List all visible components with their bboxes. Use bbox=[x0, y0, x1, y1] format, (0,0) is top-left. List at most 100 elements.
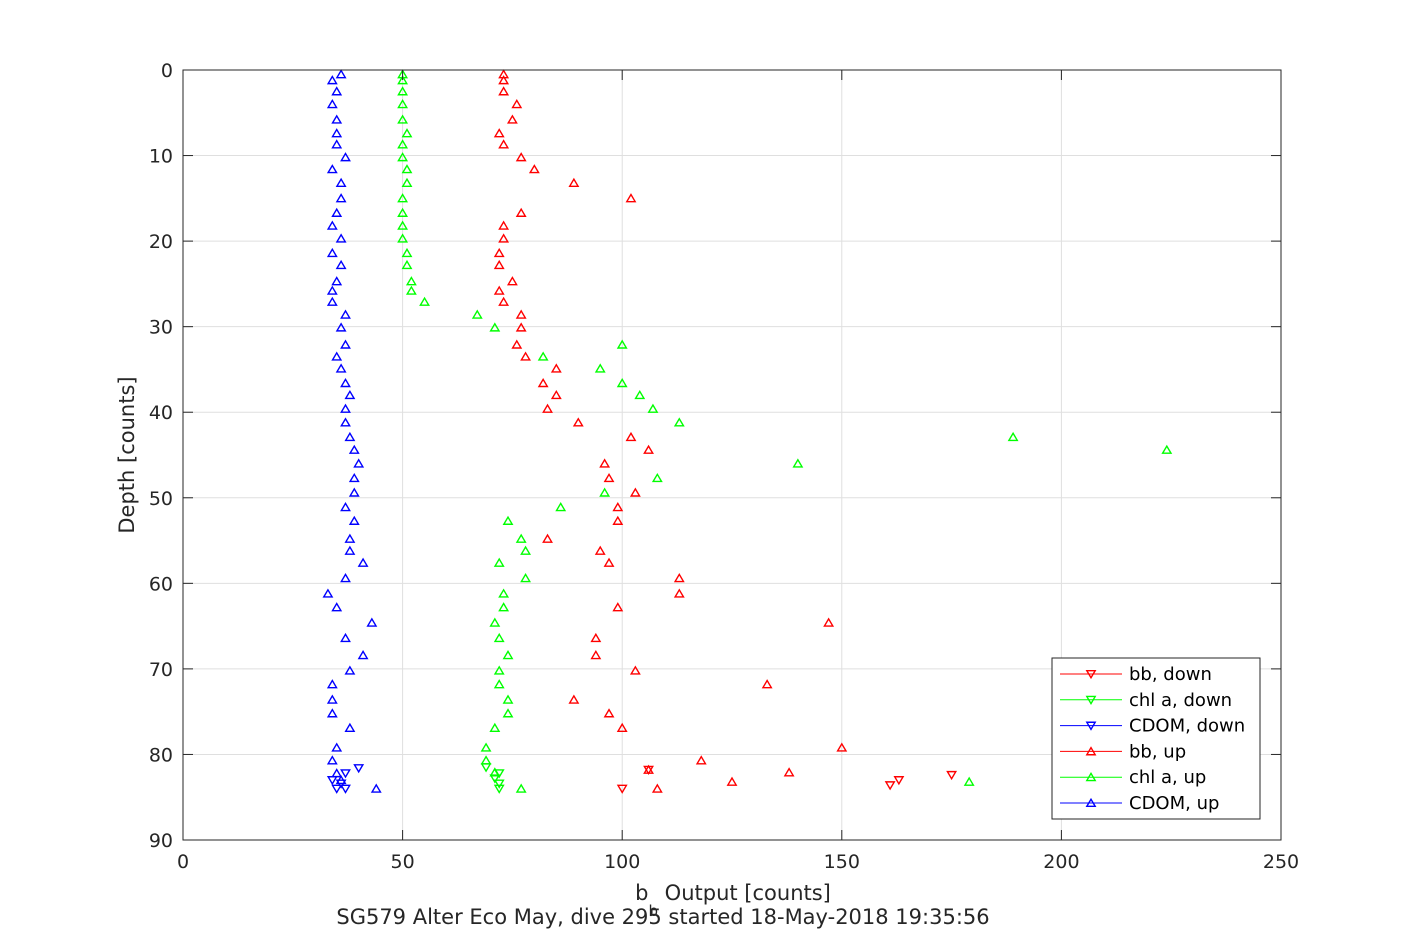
data-point bbox=[616, 377, 628, 388]
data-point bbox=[493, 679, 505, 689]
data-point bbox=[590, 650, 602, 660]
data-point bbox=[515, 533, 527, 543]
data-point bbox=[493, 632, 505, 643]
x-tick-label: 0 bbox=[177, 851, 189, 873]
data-point bbox=[340, 339, 351, 349]
data-point bbox=[366, 617, 378, 627]
data-point bbox=[634, 389, 646, 400]
data-point bbox=[405, 285, 417, 295]
data-point bbox=[599, 458, 611, 468]
data-point bbox=[331, 602, 343, 612]
data-point bbox=[506, 114, 518, 124]
data-point bbox=[340, 502, 351, 512]
data-point bbox=[340, 769, 351, 779]
data-point bbox=[673, 417, 685, 427]
data-point bbox=[401, 164, 413, 174]
data-point bbox=[493, 247, 505, 258]
plot-frame bbox=[182, 69, 1282, 841]
data-point bbox=[498, 220, 510, 230]
data-point bbox=[502, 515, 514, 525]
data-point bbox=[353, 458, 365, 468]
data-point bbox=[326, 755, 338, 765]
legend-label: chl a, down bbox=[1129, 690, 1232, 711]
data-point bbox=[340, 632, 351, 643]
data-point bbox=[647, 403, 659, 413]
data-point bbox=[498, 75, 510, 85]
data-point bbox=[493, 665, 505, 675]
data-point bbox=[344, 665, 356, 675]
data-point bbox=[335, 259, 347, 270]
data-point bbox=[397, 152, 409, 162]
data-point bbox=[498, 602, 510, 612]
data-point bbox=[326, 220, 338, 230]
legend-label: bb, down bbox=[1129, 664, 1212, 685]
data-point bbox=[480, 742, 492, 752]
data-point bbox=[331, 351, 343, 361]
data-point bbox=[397, 220, 409, 230]
y-tick-label: 10 bbox=[149, 146, 173, 168]
data-point bbox=[326, 285, 338, 295]
data-point bbox=[344, 545, 356, 555]
data-point bbox=[326, 694, 338, 704]
data-point bbox=[397, 233, 409, 243]
x-tick-label: 50 bbox=[391, 851, 415, 873]
y-tick-label: 0 bbox=[161, 60, 173, 82]
data-point bbox=[340, 417, 351, 427]
data-point bbox=[643, 444, 654, 454]
legend: bb, down chl a, down CDOM, down bb, up chl a… bbox=[1051, 657, 1261, 820]
data-point bbox=[331, 768, 343, 778]
data-point bbox=[511, 339, 523, 349]
data-point bbox=[726, 776, 738, 786]
data-point bbox=[370, 783, 382, 793]
data-point bbox=[335, 363, 347, 373]
data-point bbox=[498, 296, 510, 306]
data-point bbox=[550, 389, 562, 400]
data-point bbox=[340, 309, 351, 319]
data-point bbox=[348, 515, 360, 525]
data-point bbox=[335, 233, 347, 243]
data-point bbox=[326, 75, 338, 85]
data-point bbox=[401, 128, 413, 138]
legend-label: bb, up bbox=[1129, 741, 1186, 762]
data-point bbox=[511, 99, 523, 109]
data-point bbox=[397, 75, 409, 85]
data-point bbox=[568, 177, 580, 187]
data-point bbox=[572, 417, 584, 427]
data-point bbox=[353, 764, 365, 774]
data-point bbox=[506, 276, 518, 286]
data-point bbox=[1161, 444, 1173, 454]
data-point bbox=[555, 502, 567, 512]
y-tick-label: 20 bbox=[149, 231, 173, 253]
data-point bbox=[344, 533, 356, 543]
data-point bbox=[515, 783, 527, 793]
legend-marker bbox=[1085, 746, 1097, 756]
data-point bbox=[542, 533, 553, 543]
data-point bbox=[326, 296, 338, 306]
data-point bbox=[489, 322, 501, 332]
data-point bbox=[401, 177, 413, 187]
data-point bbox=[397, 99, 409, 109]
data-point bbox=[537, 351, 549, 361]
data-point bbox=[344, 389, 356, 400]
legend-marker bbox=[1085, 772, 1097, 782]
y-tick-label: 70 bbox=[149, 659, 173, 681]
data-point bbox=[331, 742, 343, 752]
data-point bbox=[520, 351, 531, 361]
data-point bbox=[335, 774, 347, 785]
data-point bbox=[836, 742, 848, 752]
data-point bbox=[603, 557, 615, 567]
data-point bbox=[401, 247, 413, 258]
data-point bbox=[761, 679, 773, 689]
data-point bbox=[673, 573, 685, 583]
y-tick-label: 80 bbox=[149, 744, 173, 766]
data-points bbox=[322, 69, 1173, 794]
data-point bbox=[537, 377, 549, 388]
data-point bbox=[643, 764, 654, 774]
data-point bbox=[489, 617, 501, 627]
data-point bbox=[590, 632, 602, 643]
legend-marker bbox=[1085, 669, 1097, 680]
data-point bbox=[326, 99, 338, 109]
data-point bbox=[344, 431, 356, 442]
data-point bbox=[340, 403, 351, 413]
data-point bbox=[695, 755, 707, 765]
